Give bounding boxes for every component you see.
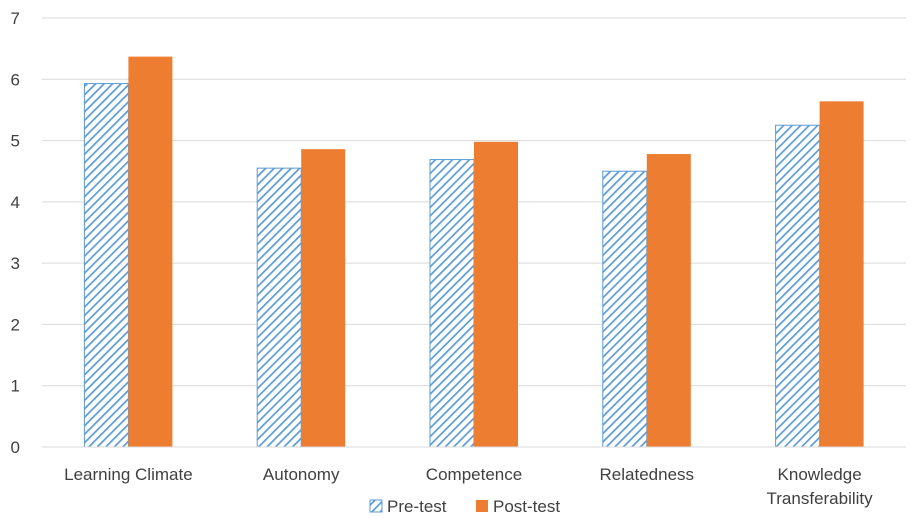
- legend-label-post-test: Post-test: [493, 497, 560, 516]
- pre-test-bar: [429, 159, 475, 448]
- y-tick-label: 0: [11, 438, 20, 457]
- legend-swatch-post-test: [476, 500, 488, 512]
- x-category-label: Transferability: [767, 489, 874, 508]
- y-tick-label: 3: [11, 254, 20, 273]
- pre-test-bar: [602, 170, 648, 448]
- x-category-label: Knowledge: [778, 465, 862, 484]
- x-category-label: Autonomy: [263, 465, 340, 484]
- x-category-label: Competence: [426, 465, 522, 484]
- y-axis-tick-labels: 0 1 2 3 4 5 6 7: [11, 9, 20, 457]
- y-tick-label: 6: [11, 70, 20, 89]
- x-axis-category-labels: Learning Climate Autonomy Competence Relate…: [64, 465, 873, 508]
- legend: Pre-test Post-test: [369, 497, 560, 516]
- y-tick-label: 1: [11, 377, 20, 396]
- x-category-label: Relatedness: [600, 465, 695, 484]
- y-tick-label: 7: [11, 9, 20, 28]
- pre-test-bar: [83, 83, 129, 448]
- post-test-bar: [646, 154, 691, 447]
- post-test-bar: [128, 56, 173, 448]
- y-tick-label: 4: [11, 193, 20, 212]
- pre-test-bar: [256, 167, 302, 448]
- post-test-bar: [301, 149, 346, 447]
- post-test-bar: [819, 101, 864, 447]
- x-category-label: Learning Climate: [64, 465, 193, 484]
- y-tick-label: 2: [11, 315, 20, 334]
- legend-swatch-pre-test: [369, 499, 383, 513]
- post-test-bar: [474, 141, 518, 447]
- y-tick-label: 5: [11, 132, 20, 151]
- legend-label-pre-test: Pre-test: [387, 497, 447, 516]
- bars: [83, 56, 864, 448]
- pre-test-bar: [775, 124, 821, 448]
